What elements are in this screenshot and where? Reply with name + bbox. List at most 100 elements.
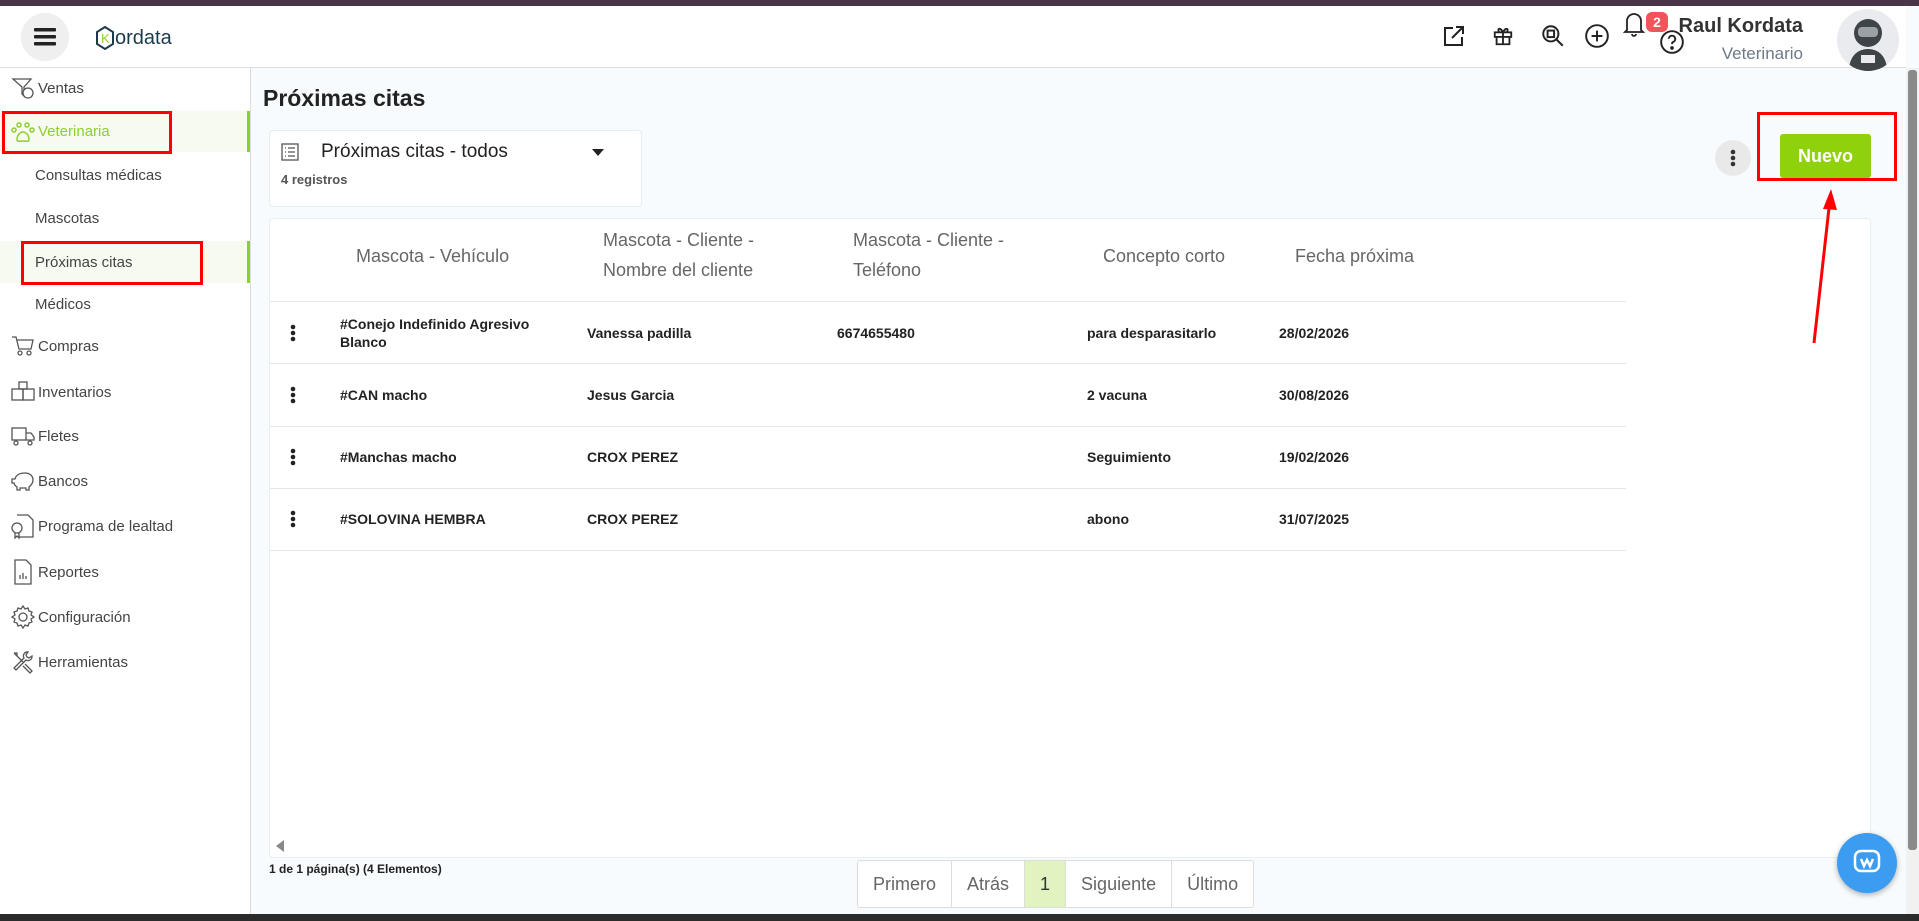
notifications-button[interactable] (1620, 10, 1648, 38)
page-last-button[interactable]: Último (1187, 874, 1239, 894)
gear-icon (8, 604, 38, 630)
column-header[interactable]: Mascota - Vehículo (356, 246, 510, 266)
page-prev-button[interactable]: Atrás (952, 861, 1026, 907)
window-top-bar (0, 0, 1919, 6)
sidebar-item-configuracion[interactable]: Configuración (0, 597, 250, 637)
sidebar-item-label: Consultas médicas (35, 166, 162, 184)
help-button[interactable] (1658, 28, 1686, 56)
table-row[interactable]: #SOLOVINA HEMBRA CROX PEREZ abono 31/07/202… (270, 487, 1626, 550)
row-actions-icon[interactable] (290, 386, 296, 404)
row-actions-icon[interactable] (290, 510, 296, 528)
gift-icon (1493, 27, 1513, 46)
table-cell: 30/08/2026 (1279, 386, 1350, 403)
column-header[interactable]: Mascota - Cliente - Teléfono (853, 230, 1005, 280)
sidebar-item-label: Reportes (38, 563, 99, 581)
page-first-button[interactable]: Primero (858, 861, 953, 907)
sidebar-item-mascotas[interactable]: Mascotas (0, 198, 250, 238)
chat-button[interactable] (1837, 833, 1897, 893)
sidebar-item-compras[interactable]: Compras (0, 326, 250, 366)
table-row[interactable]: #Conejo Indefinido Agresivo Blanco Vaness… (270, 301, 1626, 363)
new-button[interactable]: Nuevo (1780, 134, 1871, 178)
paw-icon (8, 119, 38, 145)
scrollbar-thumb[interactable] (1908, 70, 1917, 850)
chat-icon (1853, 849, 1881, 873)
sidebar-item-label: Fletes (38, 427, 79, 445)
table-cell: Seguimiento (1087, 449, 1172, 466)
plus-circle-icon (1585, 24, 1609, 48)
page-1-button[interactable]: 1 (1025, 861, 1067, 907)
help-icon (1660, 30, 1684, 54)
logo-text: ordata (115, 26, 172, 49)
sidebar-item-label: Configuración (38, 608, 131, 626)
notification-badge: 2 (1646, 12, 1668, 32)
external-link-icon (1444, 26, 1464, 46)
record-count: 4 registros (281, 172, 348, 187)
table-cell: #CAN macho (340, 386, 428, 403)
sidebar-item-herramientas[interactable]: Herramientas (0, 642, 250, 682)
piggy-bank-icon (8, 468, 38, 494)
sidebar-item-label: Veterinaria (38, 123, 110, 140)
table-cell: CROX PEREZ (587, 511, 679, 528)
more-options-button[interactable] (1715, 140, 1751, 176)
page-title: Próximas citas (263, 85, 426, 111)
table-end-divider (270, 550, 1626, 551)
sidebar-item-reportes[interactable]: Reportes (0, 552, 250, 592)
sidebar-item-bancos[interactable]: Bancos (0, 461, 250, 501)
table-cell: para desparasitarlo (1087, 324, 1217, 341)
astronaut-avatar-icon (1849, 19, 1887, 71)
sidebar-item-medicos[interactable]: Médicos (0, 284, 250, 324)
sidebar-item-programa-de-lealtad[interactable]: Programa de lealtad (0, 506, 250, 546)
page-next-button[interactable]: Siguiente (1066, 861, 1173, 907)
table-cell: abono (1087, 511, 1129, 528)
sales-funnel-icon (8, 75, 38, 101)
table-cell: Jesus Garcia (587, 386, 675, 403)
bell-icon (1622, 13, 1646, 37)
external-link-button[interactable] (1440, 22, 1468, 50)
sidebar-item-inventarios[interactable]: Inventarios (0, 372, 250, 412)
sidebar-item-label: Próximas citas (35, 253, 133, 271)
sidebar-item-label: Programa de lealtad (38, 517, 174, 535)
sidebar-item-label: Mascotas (35, 209, 100, 227)
app-header: K ordata 2 Raul Kordata Veterinario (0, 6, 1906, 71)
gift-button[interactable] (1489, 22, 1517, 50)
table-cell: #SOLOVINA HEMBRA (340, 511, 486, 528)
annotation-arrow (1812, 189, 1837, 344)
sidebar-item-label: Ventas (38, 79, 84, 97)
vertical-dots-icon (1730, 149, 1736, 167)
list-icon (281, 143, 299, 161)
sidebar-item-proximas-citas[interactable]: Próximas citas (0, 241, 250, 283)
avatar[interactable] (1837, 9, 1899, 71)
tools-icon (8, 649, 38, 675)
caret-down-icon (592, 149, 604, 156)
pagination: Primero Atrás 1 Siguiente Último (857, 860, 1255, 908)
table-row[interactable]: #Manchas macho CROX PEREZ Seguimiento 19/02… (270, 425, 1626, 488)
sidebar-item-label: Herramientas (38, 653, 129, 671)
svg-text:K: K (101, 31, 110, 46)
column-header[interactable]: Concepto corto (1103, 246, 1226, 266)
column-header[interactable]: Fecha próxima (1295, 246, 1415, 266)
user-name[interactable]: Raul Kordata (1678, 15, 1803, 37)
scroll-left-icon[interactable] (276, 840, 284, 852)
report-icon (8, 559, 38, 585)
row-actions-icon[interactable] (290, 448, 296, 466)
add-button[interactable] (1583, 22, 1611, 50)
menu-toggle-button[interactable] (21, 13, 69, 61)
sidebar-item-consultas-medicas[interactable]: Consultas médicas (0, 155, 250, 195)
table-cell: 19/02/2026 (1279, 449, 1350, 466)
view-label: Próximas citas - todos (321, 141, 508, 162)
sidebar-item-veterinaria[interactable]: Veterinaria (0, 111, 250, 152)
column-header[interactable]: Mascota - Cliente - Nombre del cliente (603, 230, 755, 280)
kordata-logo[interactable]: K ordata (96, 26, 172, 50)
view-selector[interactable]: Próximas citas - todos 4 registros (269, 130, 642, 207)
row-actions-icon[interactable] (290, 324, 296, 342)
sidebar-item-fletes[interactable]: Fletes (0, 416, 250, 456)
truck-icon (8, 423, 38, 449)
table-row[interactable]: #CAN macho Jesus Garcia 2 vacuna 30/08/2026 (270, 363, 1626, 425)
user-role: Veterinario (1721, 44, 1803, 63)
logo-hexagon-icon: K (96, 26, 114, 50)
boxes-icon (8, 379, 38, 405)
table-cell: 2 vacuna (1087, 386, 1147, 403)
search-button[interactable] (1539, 22, 1567, 50)
sidebar-item-ventas[interactable]: Ventas (0, 68, 250, 108)
cart-icon (8, 333, 38, 359)
